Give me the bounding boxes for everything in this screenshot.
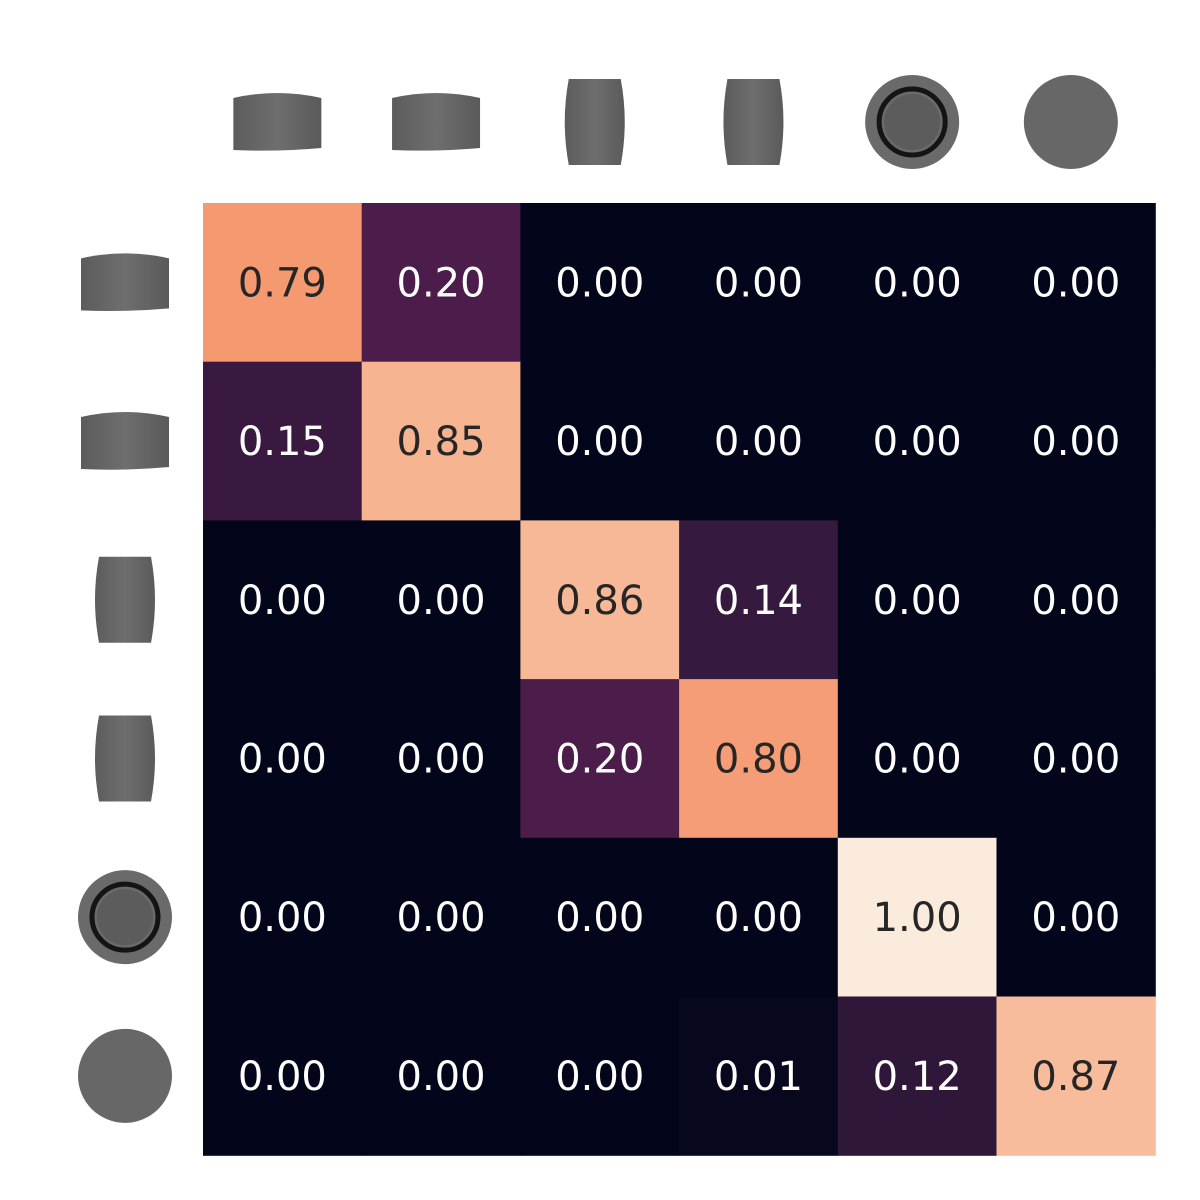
heatmap-cell-r4-c5 <box>996 837 1156 998</box>
heatmap-cell-r3-c4 <box>837 679 998 839</box>
heatmap-cell-r3-c0 <box>203 679 363 839</box>
heatmap-cell-r0-c1 <box>361 203 521 363</box>
heatmap-cell-r2-c4 <box>837 520 998 680</box>
cell-value-label-r4-c5: 0.00 <box>1031 895 1120 941</box>
heatmap-cell-r1-c2 <box>520 361 680 521</box>
cylinder-upright-view-icon <box>723 79 784 165</box>
cell-value-label-r0-c0: 0.79 <box>238 260 327 306</box>
heatmap-cell-r3-c5 <box>996 679 1156 839</box>
cell-value-label-r4-c2: 0.00 <box>555 895 644 941</box>
cell-value-label-r2-c0: 0.00 <box>238 578 327 624</box>
disc-bottom-view-icon <box>1023 75 1118 169</box>
cell-value-label-r4-c3: 0.00 <box>714 895 803 941</box>
cell-value-label-r2-c4: 0.00 <box>873 578 962 624</box>
heatmap-cell-r3-c2 <box>520 679 680 839</box>
cylinder-upright-view-icon <box>95 715 155 802</box>
cell-value-label-r1-c2: 0.00 <box>555 419 644 465</box>
cell-value-label-r0-c2: 0.00 <box>555 260 644 306</box>
heatmap-cell-r5-c1 <box>361 996 521 1156</box>
heatmap-cell-r5-c2 <box>520 996 680 1156</box>
heatmap-cell-r2-c2 <box>520 520 680 680</box>
heatmap-value-labels: 0.79 0.20 0.00 0.00 0.00 0.00 0.15 0.85 0.00 0.00… <box>238 260 1121 1100</box>
heatmap-cell-r0-c4 <box>837 203 998 363</box>
cell-value-label-r2-c2: 0.86 <box>555 578 644 624</box>
cell-value-label-r5-c3: 0.01 <box>714 1054 803 1100</box>
cell-value-label-r4-c0: 0.00 <box>238 895 327 941</box>
cell-value-label-r1-c0: 0.15 <box>238 419 327 465</box>
heatmap-cell-r5-c4 <box>837 996 998 1156</box>
heatmap-cell-r2-c0 <box>203 520 363 680</box>
heatmap-cell-r0-c3 <box>679 203 839 363</box>
cell-value-label-r4-c4: 1.00 <box>873 895 962 941</box>
cell-value-label-r2-c5: 0.00 <box>1031 578 1120 624</box>
heatmap-cell-r1-c0 <box>203 361 363 521</box>
cell-value-label-r5-c1: 0.00 <box>397 1054 486 1100</box>
disc-bottom-view-icon <box>78 1028 172 1123</box>
heatmap-cell-r4-c1 <box>361 837 521 998</box>
cell-value-label-r3-c4: 0.00 <box>873 736 962 782</box>
cell-value-label-r1-c1: 0.85 <box>397 419 486 465</box>
cell-value-label-r1-c5: 0.00 <box>1031 419 1120 465</box>
cell-value-label-r0-c1: 0.20 <box>397 260 486 306</box>
cell-value-label-r0-c5: 0.00 <box>1031 260 1120 306</box>
heatmap-cell-r0-c2 <box>520 203 680 363</box>
heatmap-cell-r1-c4 <box>837 361 998 521</box>
cylinder-upright-view-icon <box>564 79 625 165</box>
cell-value-label-r5-c0: 0.00 <box>238 1054 327 1100</box>
cell-value-label-r3-c2: 0.20 <box>555 736 644 782</box>
cell-value-label-r5-c2: 0.00 <box>555 1054 644 1100</box>
heatmap-cells <box>203 203 1156 1156</box>
cell-value-label-r4-c1: 0.00 <box>397 895 486 941</box>
cell-value-label-r1-c3: 0.00 <box>714 419 803 465</box>
heatmap-cell-r1-c5 <box>996 361 1156 521</box>
heatmap-cell-r4-c4 <box>837 837 998 998</box>
heatmap-cell-r5-c3 <box>679 996 839 1156</box>
heatmap-cell-r0-c0 <box>203 203 363 363</box>
cylinder-top-view-icon <box>865 75 960 169</box>
heatmap-cell-r4-c3 <box>679 837 839 998</box>
heatmap-cell-r2-c1 <box>361 520 521 680</box>
cell-value-label-r3-c3: 0.80 <box>714 736 803 782</box>
cell-value-label-r5-c5: 0.87 <box>1031 1054 1120 1100</box>
heatmap-cell-r3-c1 <box>361 679 521 839</box>
heatmap-cell-r5-c0 <box>203 996 363 1156</box>
cell-value-label-r2-c1: 0.00 <box>397 578 486 624</box>
heatmap-cell-r2-c3 <box>679 520 839 680</box>
cylinder-upright-view-icon <box>95 556 155 643</box>
heatmap-cell-r1-c1 <box>361 361 521 521</box>
cell-value-label-r5-c4: 0.12 <box>873 1054 962 1100</box>
heatmap-cell-r4-c2 <box>520 837 680 998</box>
heatmap-cell-r3-c3 <box>679 679 839 839</box>
cylinder-side-view-icon <box>81 412 169 470</box>
cylinder-side-view-icon <box>392 93 481 151</box>
cell-value-label-r3-c5: 0.00 <box>1031 736 1120 782</box>
cell-value-label-r0-c4: 0.00 <box>873 260 962 306</box>
heatmap-cell-r1-c3 <box>679 361 839 521</box>
cell-value-label-r3-c1: 0.00 <box>397 736 486 782</box>
cell-value-label-r2-c3: 0.14 <box>714 578 803 624</box>
x-axis-tick-icons <box>233 75 1118 169</box>
cylinder-top-view-icon <box>78 870 172 965</box>
y-axis-tick-icons <box>78 253 172 1123</box>
heatmap-cell-r2-c5 <box>996 520 1156 680</box>
cell-value-label-r0-c3: 0.00 <box>714 260 803 306</box>
heatmap-cell-r0-c5 <box>996 203 1156 363</box>
cell-value-label-r3-c0: 0.00 <box>238 736 327 782</box>
cell-value-label-r1-c4: 0.00 <box>873 419 962 465</box>
cylinder-side-view-icon <box>233 93 322 151</box>
heatmap-cell-r5-c5 <box>996 996 1156 1156</box>
heatmap-cell-r4-c0 <box>203 837 363 998</box>
cylinder-side-view-icon <box>81 253 169 312</box>
